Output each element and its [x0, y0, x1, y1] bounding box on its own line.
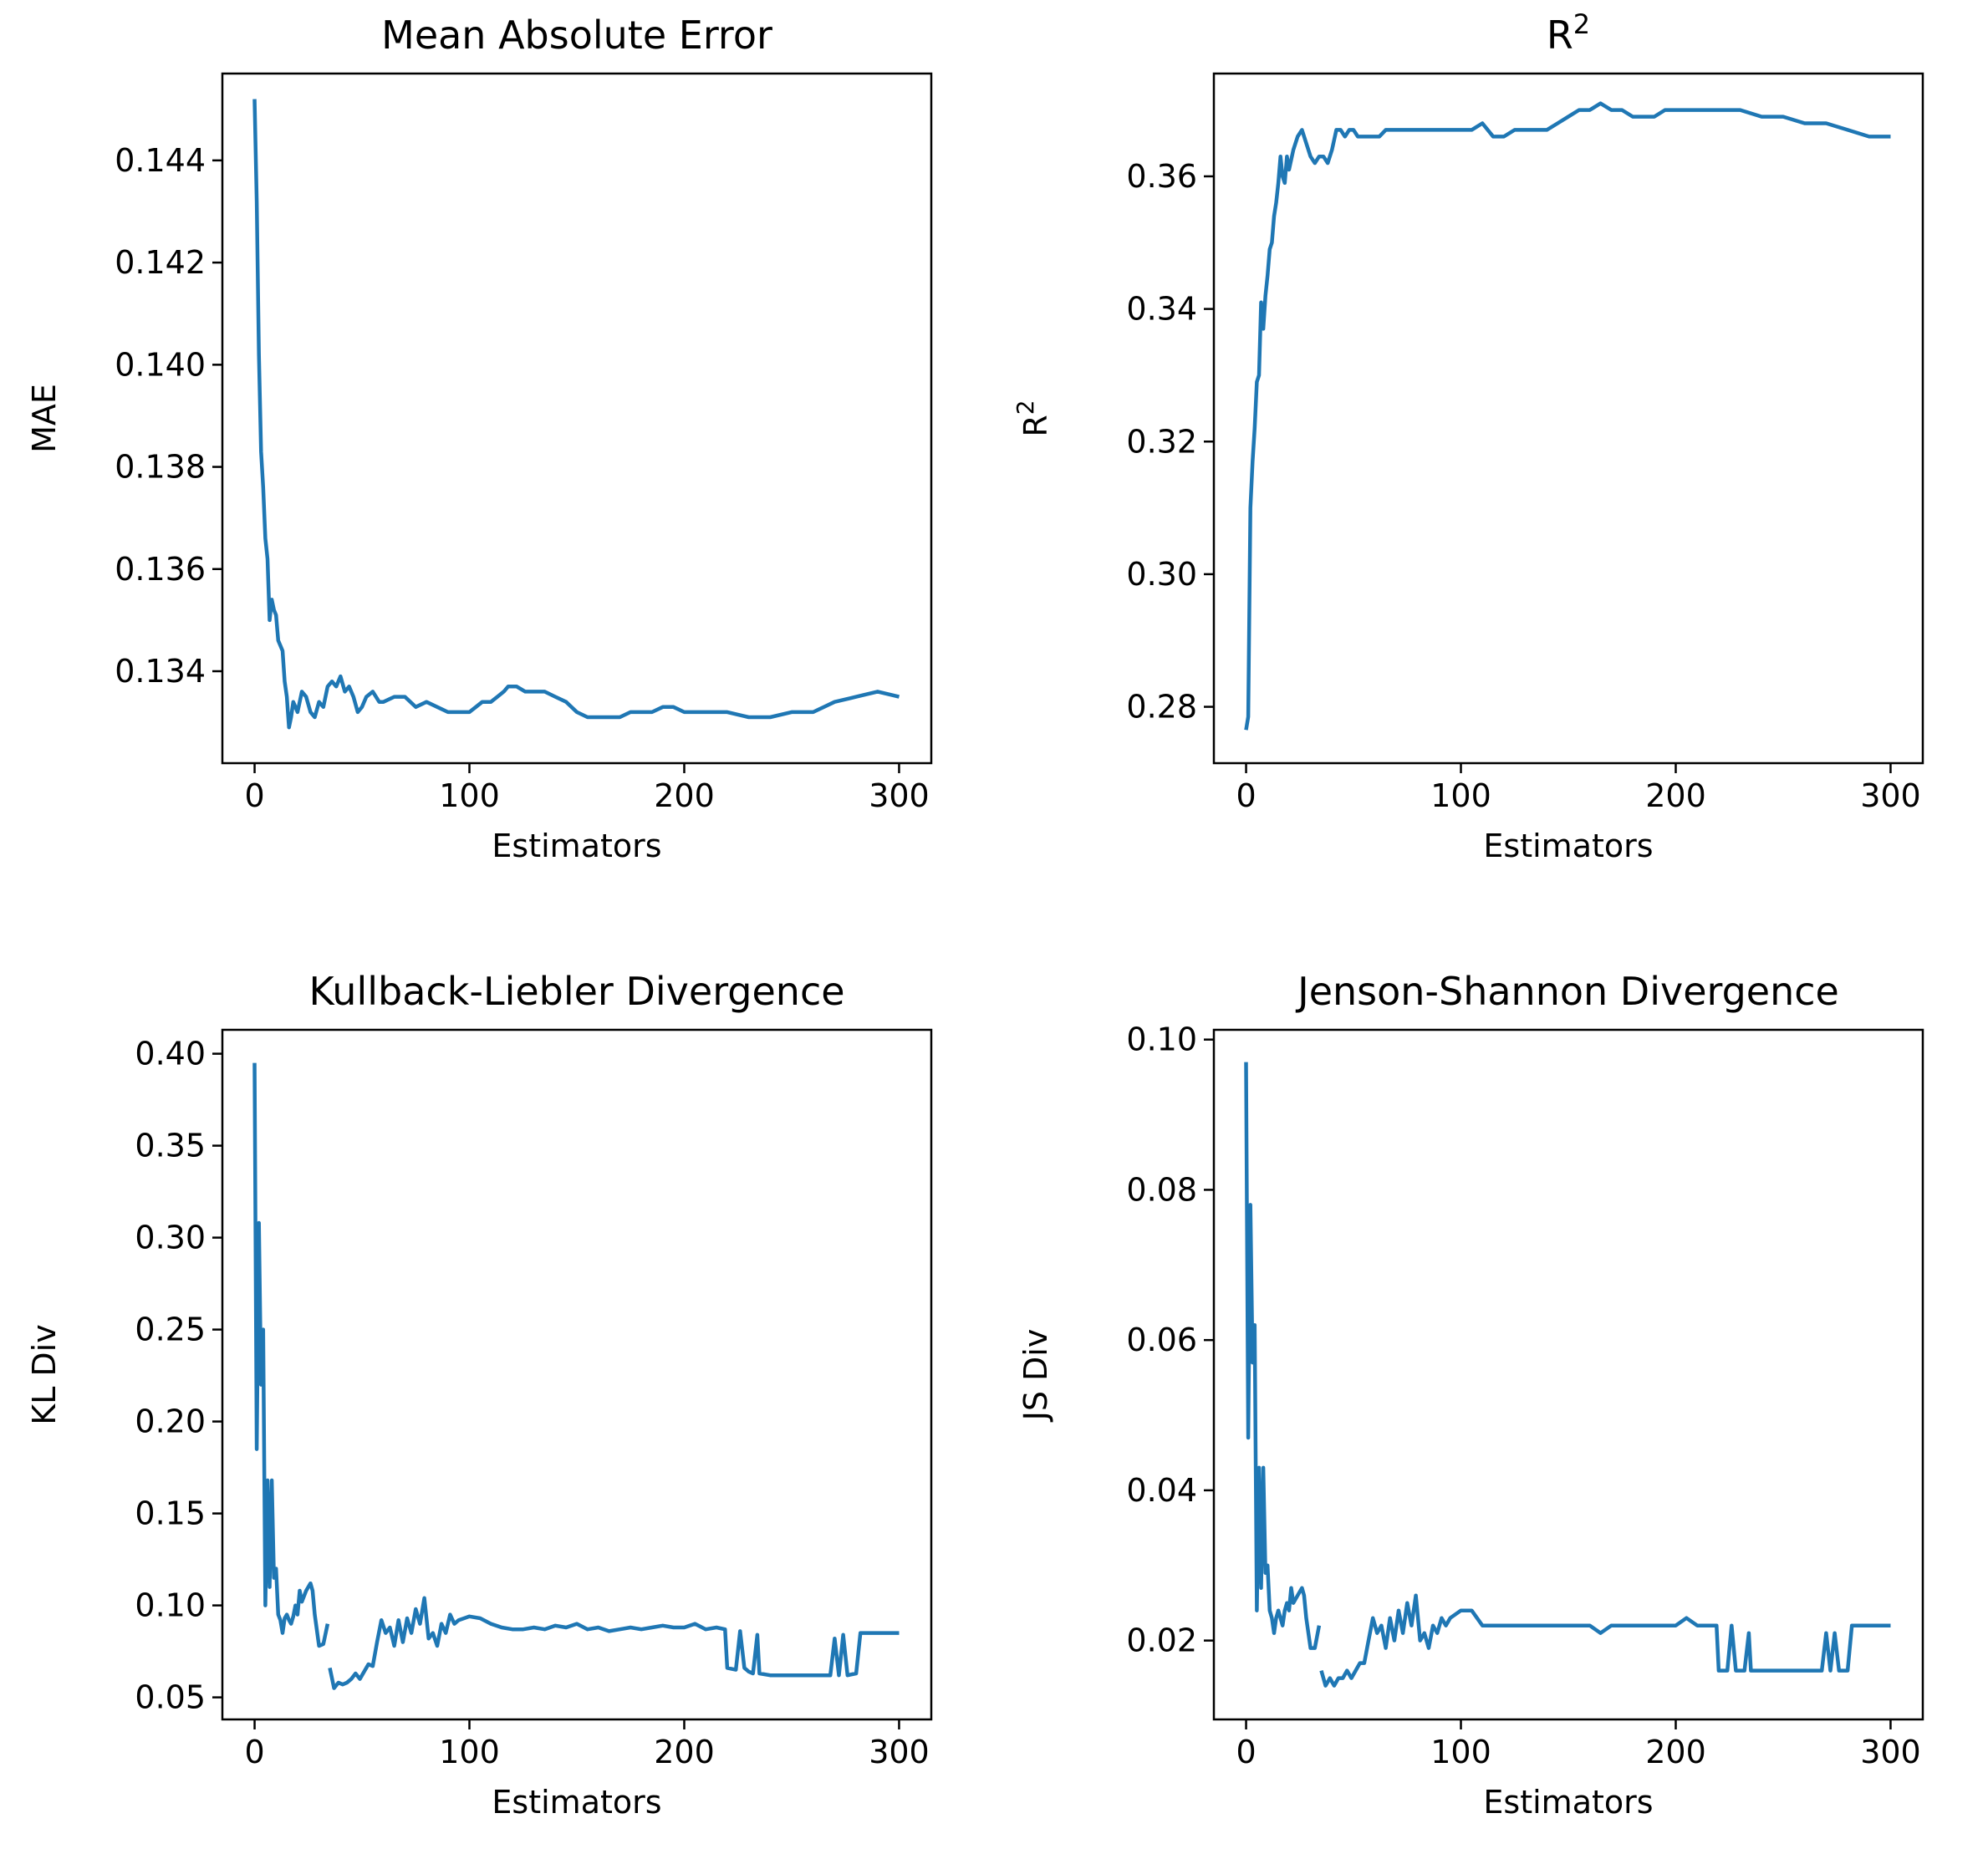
y-tick-label: 0.30	[135, 1220, 206, 1256]
y-tick-label: 0.10	[135, 1587, 206, 1624]
chart-title-kl: Kullback-Liebler Divergence	[308, 969, 844, 1014]
x-tick-label: 300	[869, 777, 930, 814]
y-tick-label: 0.06	[1126, 1322, 1197, 1358]
plot-frame-mae	[221, 72, 933, 765]
y-axis-label-kl: KL Div	[26, 1324, 63, 1424]
x-tick-label: 100	[439, 777, 500, 814]
x-tick-label: 100	[1430, 1734, 1491, 1770]
x-tick-label: 0	[244, 777, 264, 814]
chart-title-js: Jenson-Shannon Divergence	[1295, 969, 1839, 1014]
x-axis-label-mae: Estimators	[492, 828, 661, 864]
y-axis-label-js: JS Div	[1017, 1329, 1054, 1423]
x-axis-label-js: Estimators	[1483, 1784, 1653, 1821]
x-axis-label-r2: Estimators	[1483, 828, 1653, 864]
chart-title-mae: Mean Absolute Error	[381, 13, 772, 58]
y-tick-label: 0.142	[115, 244, 206, 281]
chart-mae: 0 100 200 300 0.134 0.136 0.138 0.140 0.142 0.144…	[26, 13, 933, 864]
series-line-r2-1	[1244, 101, 1891, 731]
y-tick-label: 0.15	[135, 1495, 206, 1532]
y-axis-label-r2: R2	[1012, 400, 1054, 436]
chart-r2: 0 100 200 300 0.28 0.30 0.32 0.34 0.36 R2 Estimato…	[1012, 8, 1924, 864]
x-tick-label: 300	[1860, 777, 1921, 814]
x-tick-label: 300	[869, 1734, 930, 1770]
y-tick-label: 0.134	[115, 653, 206, 690]
y-tick-label: 0.02	[1126, 1622, 1197, 1659]
y-tick-label: 0.30	[1126, 556, 1197, 593]
series-line-js-2	[1319, 1593, 1891, 1688]
y-tick-label: 0.28	[1126, 689, 1197, 726]
x-tick-label: 0	[244, 1734, 264, 1770]
series-line-kl-2	[328, 1596, 900, 1690]
y-tick-label: 0.08	[1126, 1171, 1197, 1208]
y-tick-label: 0.136	[115, 551, 206, 588]
x-tick-label: 200	[654, 1734, 715, 1770]
y-tick-label: 0.144	[115, 142, 206, 179]
chart-title-r2: R2	[1547, 8, 1590, 58]
x-tick-label: 200	[1645, 777, 1706, 814]
x-tick-label: 200	[1645, 1734, 1706, 1770]
x-tick-label: 300	[1860, 1734, 1921, 1770]
y-tick-label: 0.40	[135, 1036, 206, 1072]
x-tick-label: 200	[654, 777, 715, 814]
chart-kl: 0 100 200 300 0.05 0.10 0.15 0.20 0.25 0.30 0.35 0.…	[26, 969, 933, 1821]
y-tick-label: 0.04	[1126, 1472, 1197, 1509]
series-line-kl-1	[252, 1062, 330, 1648]
plot-frame-js	[1212, 1028, 1924, 1721]
y-tick-label: 0.35	[135, 1128, 206, 1164]
plot-frame-r2	[1212, 72, 1924, 765]
chart-js: 0 100 200 300 0.02 0.04 0.06 0.08 0.10 Jenson-Sha…	[1017, 969, 1924, 1821]
y-tick-label: 0.25	[135, 1312, 206, 1348]
y-tick-label: 0.34	[1126, 291, 1197, 328]
x-tick-label: 100	[439, 1734, 500, 1770]
y-tick-label: 0.05	[135, 1679, 206, 1716]
y-axis-label-mae: MAE	[26, 384, 63, 453]
y-tick-label: 0.32	[1126, 423, 1197, 460]
plot-frame-kl	[221, 1028, 933, 1721]
y-tick-label: 0.140	[115, 346, 206, 383]
y-tick-label: 0.36	[1126, 158, 1197, 195]
x-tick-label: 0	[1236, 777, 1256, 814]
y-tick-label: 0.10	[1126, 1021, 1197, 1058]
y-tick-label: 0.20	[135, 1403, 206, 1440]
x-tick-label: 100	[1430, 777, 1491, 814]
x-axis-label-kl: Estimators	[492, 1784, 661, 1821]
series-line-js-1	[1244, 1062, 1322, 1650]
series-line-mae-1	[252, 99, 900, 730]
x-tick-label: 0	[1236, 1734, 1256, 1770]
y-tick-label: 0.138	[115, 449, 206, 486]
